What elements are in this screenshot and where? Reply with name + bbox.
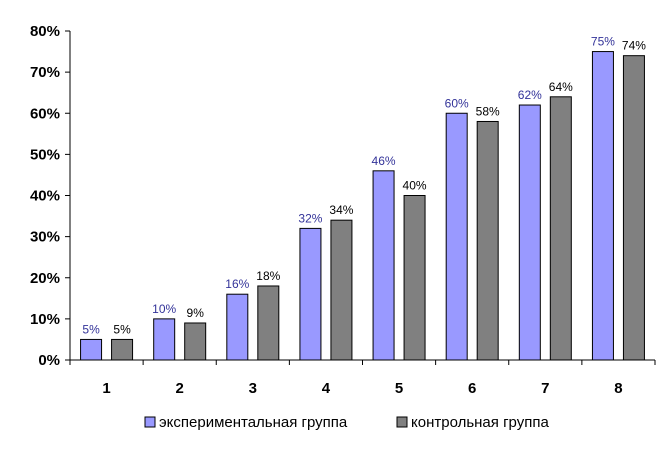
x-tick-label: 6 — [468, 380, 476, 397]
y-tick-label: 50% — [30, 146, 60, 163]
bar-control — [184, 322, 207, 361]
data-label: 60% — [445, 96, 469, 110]
data-label: 58% — [476, 104, 500, 118]
x-tick-label: 3 — [249, 380, 257, 397]
legend: экспериментальная группа контрольная груп… — [144, 414, 549, 431]
bar-control — [403, 195, 426, 361]
data-label: 16% — [225, 277, 249, 291]
y-tick-label: 60% — [30, 105, 60, 122]
x-axis: 1 2 3 4 5 6 7 8 — [69, 359, 656, 397]
x-tick-label: 4 — [322, 380, 331, 397]
x-tick-label: 8 — [614, 380, 622, 397]
data-labels: 5% 10% 16% 32% 46% 60% 62% 75% 5% 9% 18% 34% 40% 58% 6… — [82, 35, 646, 337]
bar-experimental — [591, 51, 614, 361]
data-label: 64% — [549, 80, 573, 94]
data-label: 5% — [113, 322, 131, 336]
bar-control — [257, 285, 280, 361]
bars — [80, 51, 645, 361]
data-label: 74% — [622, 39, 646, 53]
data-label: 10% — [152, 302, 176, 316]
y-axis: 0% 10% 20% 30% 40% 50% 60% 70% 80% — [30, 23, 71, 369]
x-tick-label: 1 — [102, 380, 110, 397]
y-tick-label: 20% — [30, 270, 60, 287]
bar-control — [111, 338, 134, 361]
bar-control — [549, 96, 572, 361]
data-label: 34% — [329, 203, 353, 217]
y-tick-label: 80% — [30, 23, 60, 40]
bar-control — [476, 120, 499, 361]
data-label: 40% — [403, 179, 427, 193]
y-tick-label: 10% — [30, 311, 60, 328]
x-tick-label: 2 — [176, 380, 184, 397]
y-tick-label: 30% — [30, 229, 60, 246]
bar-experimental — [80, 338, 103, 361]
x-tick-label: 7 — [541, 380, 549, 397]
data-label: 75% — [591, 35, 615, 49]
data-label: 62% — [518, 88, 542, 102]
bar-experimental — [445, 112, 468, 361]
y-tick-label: 70% — [30, 64, 60, 81]
data-label: 9% — [187, 306, 205, 320]
bar-experimental — [518, 104, 541, 361]
bar-experimental — [372, 170, 395, 361]
y-tick-label: 40% — [30, 188, 60, 205]
bar-experimental — [299, 227, 322, 361]
bar-control — [330, 219, 353, 361]
data-label: 18% — [256, 269, 280, 283]
x-tick-label: 5 — [395, 380, 403, 397]
bar-experimental — [153, 318, 176, 361]
data-label: 32% — [298, 211, 322, 225]
data-label: 46% — [372, 154, 396, 168]
legend-label: контрольная группа — [411, 414, 549, 431]
bar-control — [622, 55, 645, 361]
y-tick-label: 0% — [38, 352, 60, 369]
bar-experimental — [226, 293, 249, 361]
legend-swatch — [144, 416, 156, 428]
legend-swatch — [396, 416, 408, 428]
legend-label: экспериментальная группа — [159, 414, 348, 431]
data-label: 5% — [82, 322, 100, 336]
